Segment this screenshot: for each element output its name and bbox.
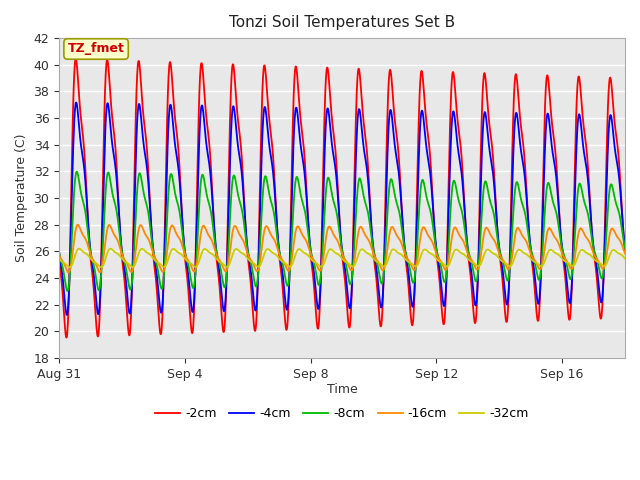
-16cm xyxy=(74,222,82,228)
-32cm xyxy=(90,259,97,264)
-2cm xyxy=(63,335,70,340)
-4cm xyxy=(420,116,428,121)
-2cm xyxy=(299,133,307,139)
-4cm xyxy=(357,117,365,123)
-8cm xyxy=(73,169,81,175)
-2cm xyxy=(72,56,80,61)
-16cm xyxy=(299,232,307,238)
-8cm xyxy=(308,252,316,258)
Line: -32cm: -32cm xyxy=(59,249,625,267)
-2cm xyxy=(420,84,428,89)
-32cm xyxy=(308,257,316,263)
Y-axis label: Soil Temperature (C): Soil Temperature (C) xyxy=(15,134,28,262)
-8cm xyxy=(63,288,71,294)
Line: -4cm: -4cm xyxy=(59,102,625,315)
-32cm xyxy=(544,250,552,256)
-32cm xyxy=(621,256,629,262)
-32cm xyxy=(66,264,74,270)
Legend: -2cm, -4cm, -8cm, -16cm, -32cm: -2cm, -4cm, -8cm, -16cm, -32cm xyxy=(150,402,534,425)
-16cm xyxy=(90,257,97,263)
-16cm xyxy=(420,224,428,230)
-32cm xyxy=(420,247,428,253)
-16cm xyxy=(621,251,629,256)
-2cm xyxy=(357,85,365,91)
-8cm xyxy=(55,250,63,255)
-4cm xyxy=(308,255,316,261)
-8cm xyxy=(621,245,629,251)
-4cm xyxy=(55,249,63,255)
-8cm xyxy=(357,179,365,184)
-16cm xyxy=(544,228,552,233)
Line: -8cm: -8cm xyxy=(59,172,625,291)
X-axis label: Time: Time xyxy=(326,384,358,396)
-2cm xyxy=(621,248,629,253)
-16cm xyxy=(308,254,316,260)
-2cm xyxy=(55,256,63,262)
-16cm xyxy=(55,252,63,257)
-32cm xyxy=(299,249,307,254)
-8cm xyxy=(90,261,97,266)
-2cm xyxy=(308,262,316,268)
-4cm xyxy=(72,99,80,105)
-32cm xyxy=(55,256,63,262)
-32cm xyxy=(357,247,365,252)
-8cm xyxy=(420,179,428,184)
-4cm xyxy=(621,244,629,250)
Text: TZ_fmet: TZ_fmet xyxy=(68,43,125,56)
-4cm xyxy=(299,156,307,161)
-8cm xyxy=(299,200,307,205)
Line: -16cm: -16cm xyxy=(59,225,625,273)
Title: Tonzi Soil Temperatures Set B: Tonzi Soil Temperatures Set B xyxy=(229,15,455,30)
-4cm xyxy=(63,312,70,318)
-2cm xyxy=(90,280,97,286)
-8cm xyxy=(544,181,552,187)
-32cm xyxy=(76,246,83,252)
-16cm xyxy=(357,224,365,229)
-16cm xyxy=(65,270,72,276)
Line: -2cm: -2cm xyxy=(59,59,625,337)
-2cm xyxy=(544,73,552,79)
-4cm xyxy=(90,267,97,273)
-4cm xyxy=(544,111,552,117)
